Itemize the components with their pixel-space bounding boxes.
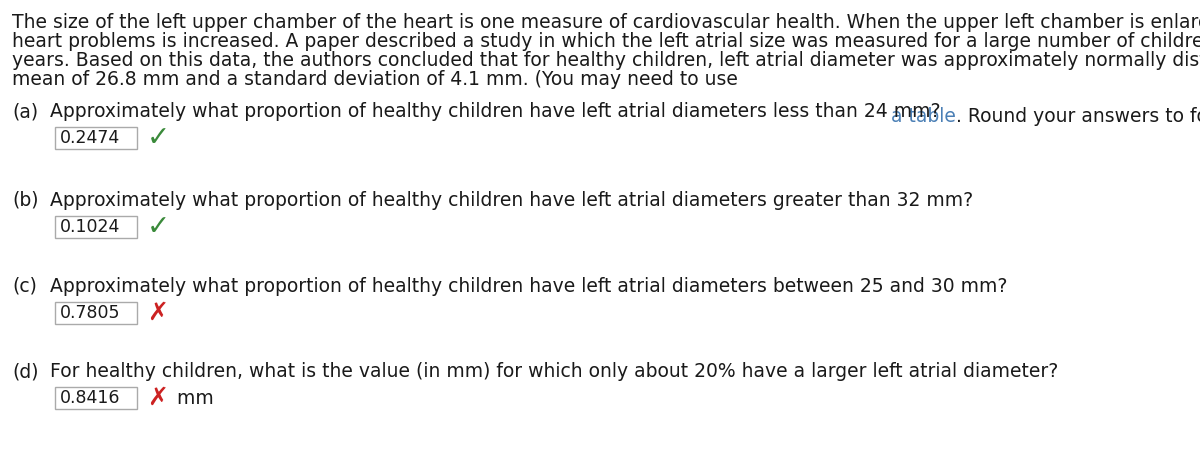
Text: mm: mm: [172, 389, 214, 407]
Text: Approximately what proportion of healthy children have left atrial diameters gre: Approximately what proportion of healthy…: [50, 191, 973, 210]
Text: years. Based on this data, the authors concluded that for healthy children, left: years. Based on this data, the authors c…: [12, 51, 1200, 70]
Text: 0.7805: 0.7805: [60, 304, 120, 322]
Text: Approximately what proportion of healthy children have left atrial diameters les: Approximately what proportion of healthy…: [50, 102, 941, 121]
Text: (b): (b): [12, 191, 38, 210]
Text: (d): (d): [12, 362, 38, 381]
Text: ✗: ✗: [148, 301, 168, 325]
FancyBboxPatch shape: [55, 216, 137, 238]
Text: 0.1024: 0.1024: [60, 218, 120, 236]
Text: For healthy children, what is the value (in mm) for which only about 20% have a : For healthy children, what is the value …: [50, 362, 1058, 381]
Text: Approximately what proportion of healthy children have left atrial diameters bet: Approximately what proportion of healthy…: [50, 277, 1007, 296]
FancyBboxPatch shape: [55, 127, 137, 149]
Text: The size of the left upper chamber of the heart is one measure of cardiovascular: The size of the left upper chamber of th…: [12, 13, 1200, 32]
Text: . Round your answers to four decimal places.): . Round your answers to four decimal pla…: [956, 107, 1200, 126]
Text: ✓: ✓: [148, 213, 170, 241]
Text: heart problems is increased. A paper described a study in which the left atrial : heart problems is increased. A paper des…: [12, 32, 1200, 51]
Text: 0.8416: 0.8416: [60, 389, 120, 407]
Text: ✓: ✓: [148, 124, 170, 152]
Text: ✗: ✗: [148, 386, 168, 410]
Text: mean of 26.8 mm and a standard deviation of 4.1 mm. (You may need to use: mean of 26.8 mm and a standard deviation…: [12, 70, 744, 89]
FancyBboxPatch shape: [55, 387, 137, 409]
Text: (a): (a): [12, 102, 38, 121]
Text: 0.2474: 0.2474: [60, 129, 120, 147]
FancyBboxPatch shape: [55, 302, 137, 324]
Text: a table: a table: [892, 107, 956, 126]
Text: (c): (c): [12, 277, 37, 296]
